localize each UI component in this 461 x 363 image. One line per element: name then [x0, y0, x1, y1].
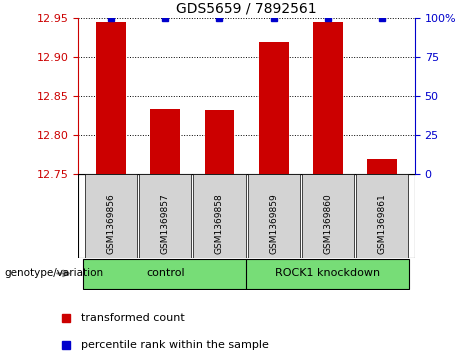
Bar [96, 22, 126, 174]
Text: ROCK1 knockdown: ROCK1 knockdown [276, 268, 381, 278]
Text: GSM1369857: GSM1369857 [161, 193, 170, 253]
FancyBboxPatch shape [246, 259, 409, 289]
Text: GSM1369858: GSM1369858 [215, 193, 224, 253]
FancyBboxPatch shape [248, 174, 300, 258]
Bar [367, 159, 397, 174]
Text: GSM1369856: GSM1369856 [106, 193, 115, 253]
Text: percentile rank within the sample: percentile rank within the sample [81, 340, 269, 350]
Text: control: control [146, 268, 184, 278]
FancyBboxPatch shape [194, 174, 246, 258]
FancyBboxPatch shape [356, 174, 408, 258]
Text: GSM1369859: GSM1369859 [269, 193, 278, 253]
Title: GDS5659 / 7892561: GDS5659 / 7892561 [176, 1, 317, 16]
Bar [205, 110, 235, 174]
FancyBboxPatch shape [302, 174, 354, 258]
FancyBboxPatch shape [83, 259, 247, 289]
FancyBboxPatch shape [139, 174, 191, 258]
Text: GSM1369861: GSM1369861 [378, 193, 387, 253]
Text: GSM1369860: GSM1369860 [324, 193, 332, 253]
FancyBboxPatch shape [85, 174, 137, 258]
Text: genotype/variation: genotype/variation [5, 268, 104, 278]
Bar [150, 109, 180, 174]
Text: transformed count: transformed count [81, 313, 185, 323]
Bar [259, 41, 289, 174]
Bar [313, 22, 343, 174]
